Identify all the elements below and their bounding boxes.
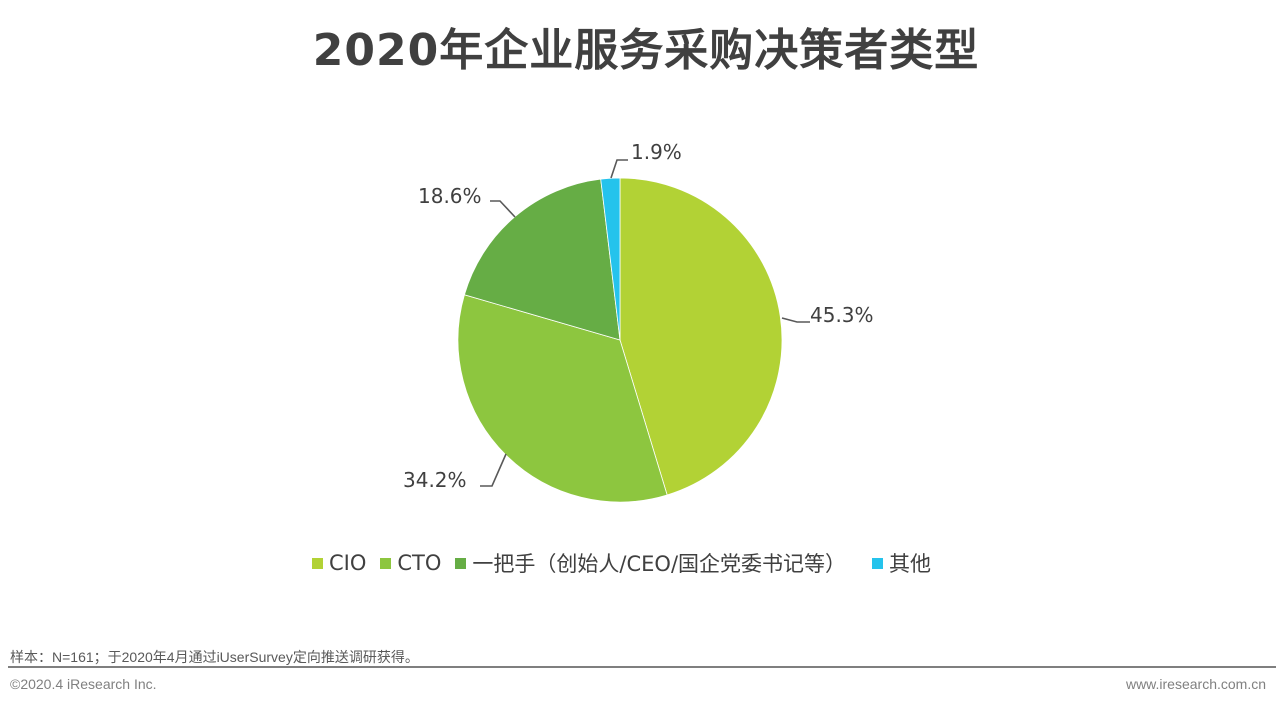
- copyright: ©2020.4 iResearch Inc.: [10, 676, 157, 692]
- leader-lines: [480, 159, 810, 487]
- leader-line-cto: [480, 453, 507, 487]
- pie-slice-cio: [619, 177, 783, 496]
- pie-slice-other: [600, 177, 621, 341]
- slice-label-cto: 34.2%: [403, 468, 467, 492]
- leader-line-ceo: [490, 200, 516, 218]
- legend-swatch-ceo: [455, 557, 467, 569]
- legend-item-cto: CTO: [380, 551, 441, 575]
- website-url: www.iresearch.com.cn: [1125, 676, 1266, 692]
- legend-label-other: 其他: [889, 552, 932, 576]
- slice-label-cio: 45.3%: [810, 303, 874, 327]
- legend-label-cio: CIO: [329, 551, 367, 575]
- legend-swatch-other: [872, 557, 884, 569]
- legend-label-cto: CTO: [397, 551, 442, 575]
- legend-swatch-cio: [312, 557, 323, 569]
- sample-note: 样本：N=161；于2020年4月通过iUserSurvey定向推送调研获得。: [10, 649, 419, 665]
- slice-label-ceo: 18.6%: [418, 184, 482, 208]
- chart-legend: CIO CTO 一把手（创始人/CEO/国企党委书记等） 其他: [312, 548, 945, 578]
- legend-label-ceo: 一把手（创始人/CEO/国企党委书记等）: [472, 552, 847, 576]
- legend-item-other: 其他: [872, 548, 931, 578]
- slice-label-other: 1.9%: [631, 140, 682, 164]
- legend-swatch-cto: [380, 557, 392, 569]
- chart-title: 2020年企业服务采购决策者类型: [312, 25, 980, 76]
- pie-slices: [457, 177, 783, 503]
- legend-item-cio: CIO: [312, 551, 366, 575]
- footer-divider: [8, 666, 1276, 668]
- leader-line-cio: [781, 317, 810, 323]
- legend-item-ceo: 一把手（创始人/CEO/国企党委书记等）: [455, 548, 846, 578]
- leader-line-other: [610, 159, 628, 179]
